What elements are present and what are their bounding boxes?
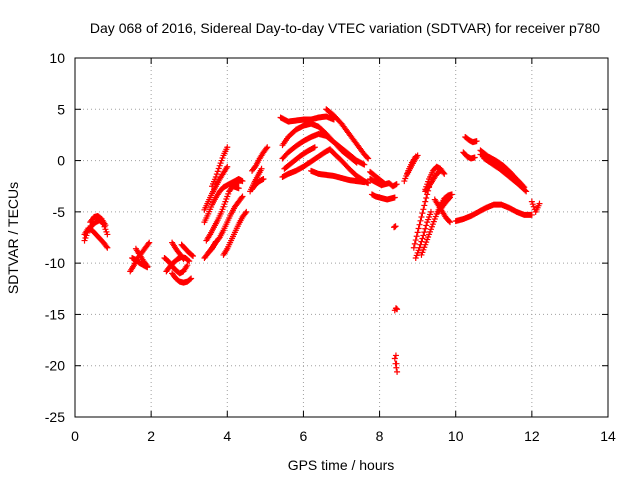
x-tick-label: 6 bbox=[300, 428, 308, 444]
data-points bbox=[81, 106, 543, 375]
x-tick-label: 12 bbox=[524, 428, 540, 444]
grid-lines bbox=[75, 58, 608, 417]
y-axis-label: SDTVAR / TECUs bbox=[5, 182, 21, 294]
y-tick-label: -25 bbox=[45, 409, 65, 425]
y-tick-label: -5 bbox=[53, 204, 66, 220]
y-tick-label: -20 bbox=[45, 358, 65, 374]
axis-ticks: 0 2 4 6 8 10 12 14 -25 -20 -15 -10 -5 0 5 10 bbox=[45, 50, 616, 444]
x-tick-label: 14 bbox=[600, 428, 616, 444]
chart-title: Day 068 of 2016, Sidereal Day-to-day VTE… bbox=[90, 20, 600, 36]
x-tick-label: 4 bbox=[223, 428, 231, 444]
y-tick-label: 10 bbox=[49, 50, 65, 66]
x-axis-label: GPS time / hours bbox=[288, 457, 395, 473]
y-tick-label: 0 bbox=[57, 153, 65, 169]
x-tick-label: 10 bbox=[448, 428, 464, 444]
y-tick-label: -15 bbox=[45, 306, 65, 322]
y-tick-label: 5 bbox=[57, 101, 65, 117]
data-point-markers bbox=[81, 106, 543, 375]
x-tick-label: 2 bbox=[147, 428, 155, 444]
plot-frame bbox=[74, 57, 609, 418]
x-tick-label: 8 bbox=[376, 428, 384, 444]
x-tick-label: 0 bbox=[71, 428, 79, 444]
y-tick-label: -10 bbox=[45, 255, 65, 271]
